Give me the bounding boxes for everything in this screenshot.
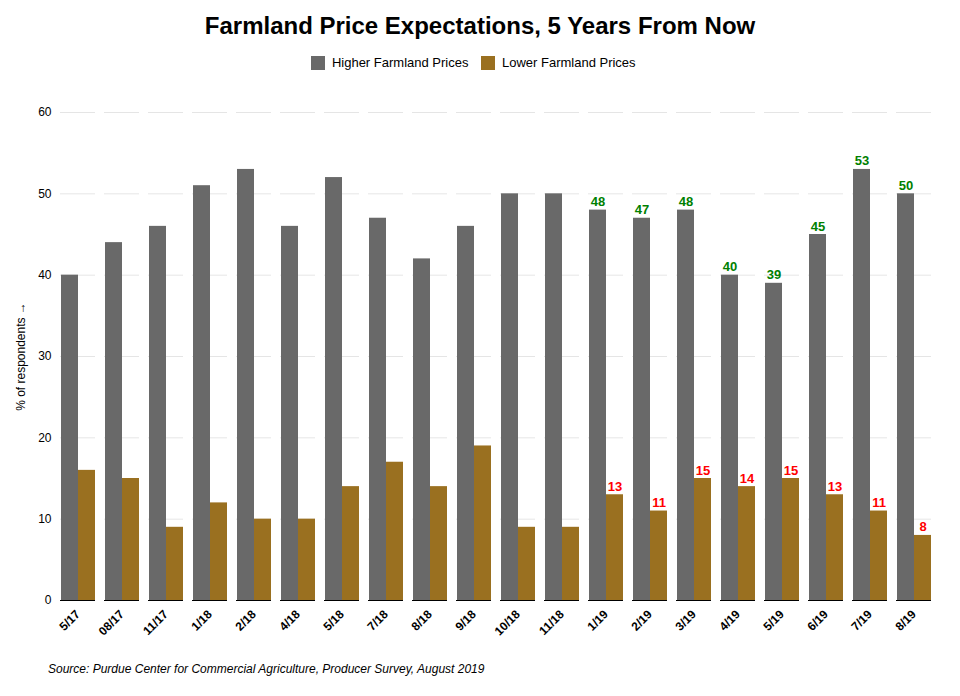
svg-text:4/19: 4/19	[716, 607, 743, 634]
svg-text:40: 40	[723, 259, 737, 274]
svg-text:8/18: 8/18	[408, 607, 435, 634]
svg-text:11/18: 11/18	[536, 607, 567, 638]
svg-text:6/19: 6/19	[804, 607, 831, 634]
svg-text:4/18: 4/18	[276, 607, 303, 634]
svg-text:2/18: 2/18	[232, 607, 259, 634]
svg-text:1/18: 1/18	[188, 607, 215, 634]
svg-text:15: 15	[696, 462, 710, 477]
svg-text:8: 8	[919, 519, 926, 534]
svg-text:11: 11	[872, 495, 886, 510]
svg-text:0: 0	[45, 593, 52, 607]
svg-text:08/17: 08/17	[96, 607, 127, 638]
svg-text:7/19: 7/19	[848, 607, 875, 634]
svg-text:15: 15	[784, 462, 798, 477]
svg-text:50: 50	[38, 186, 52, 200]
html-text:Farmland Price Expectations, 5: Farmland Price Expectations, 5 Years Fro…	[204, 12, 756, 39]
svg-text:40: 40	[38, 268, 52, 282]
svg-text:39: 39	[767, 267, 781, 282]
svg-text:1/19: 1/19	[584, 607, 611, 634]
svg-text:30: 30	[38, 349, 52, 363]
svg-text:5/19: 5/19	[760, 607, 787, 634]
html-text:Lower Farmland Prices: Lower Farmland Prices	[501, 55, 636, 70]
svg-text:2/19: 2/19	[628, 607, 655, 634]
svg-text:11: 11	[652, 495, 666, 510]
svg-text:5/17: 5/17	[56, 607, 83, 634]
svg-text:45: 45	[811, 218, 825, 233]
svg-text:5/18: 5/18	[320, 607, 347, 634]
svg-text:11/17: 11/17	[140, 607, 171, 638]
svg-text:% of respondents →: % of respondents →	[14, 302, 28, 411]
svg-text:9/18: 9/18	[452, 607, 479, 634]
svg-text:10: 10	[38, 512, 52, 526]
svg-text:47: 47	[635, 202, 649, 217]
svg-text:13: 13	[828, 478, 842, 493]
svg-text:10/18: 10/18	[492, 607, 523, 638]
svg-text:14: 14	[740, 470, 755, 485]
svg-text:48: 48	[679, 194, 693, 209]
svg-text:8/19: 8/19	[892, 607, 919, 634]
svg-text:53: 53	[855, 153, 869, 168]
svg-text:13: 13	[608, 478, 622, 493]
svg-text:60: 60	[38, 105, 52, 119]
svg-text:7/18: 7/18	[364, 607, 391, 634]
svg-text:3/19: 3/19	[672, 607, 699, 634]
svg-text:20: 20	[38, 430, 52, 444]
html-text:Source: Purdue Center for Comm: Source: Purdue Center for Commercial Agr…	[48, 661, 485, 676]
svg-text:48: 48	[591, 194, 605, 209]
html-text:Higher Farmland Prices: Higher Farmland Prices	[331, 55, 469, 70]
svg-text:50: 50	[899, 177, 913, 192]
